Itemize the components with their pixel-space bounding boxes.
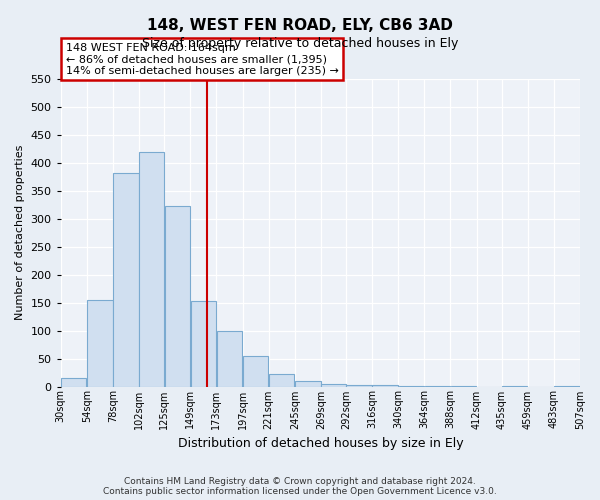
Bar <box>243 356 268 386</box>
Bar <box>164 206 190 386</box>
Text: Contains public sector information licensed under the Open Government Licence v3: Contains public sector information licen… <box>103 488 497 496</box>
Bar <box>346 385 371 386</box>
Text: 148, WEST FEN ROAD, ELY, CB6 3AD: 148, WEST FEN ROAD, ELY, CB6 3AD <box>147 18 453 32</box>
Text: Contains HM Land Registry data © Crown copyright and database right 2024.: Contains HM Land Registry data © Crown c… <box>124 476 476 486</box>
Bar <box>217 330 242 386</box>
Bar <box>61 378 86 386</box>
Bar <box>191 301 216 386</box>
Bar <box>87 300 113 386</box>
Bar <box>321 384 346 386</box>
Bar <box>269 374 295 386</box>
Bar <box>295 381 320 386</box>
X-axis label: Distribution of detached houses by size in Ely: Distribution of detached houses by size … <box>178 437 463 450</box>
Y-axis label: Number of detached properties: Number of detached properties <box>15 145 25 320</box>
Bar <box>139 152 164 386</box>
Text: Size of property relative to detached houses in Ely: Size of property relative to detached ho… <box>142 38 458 51</box>
Bar <box>113 173 139 386</box>
Text: 148 WEST FEN ROAD: 164sqm
← 86% of detached houses are smaller (1,395)
14% of se: 148 WEST FEN ROAD: 164sqm ← 86% of detac… <box>66 42 339 76</box>
